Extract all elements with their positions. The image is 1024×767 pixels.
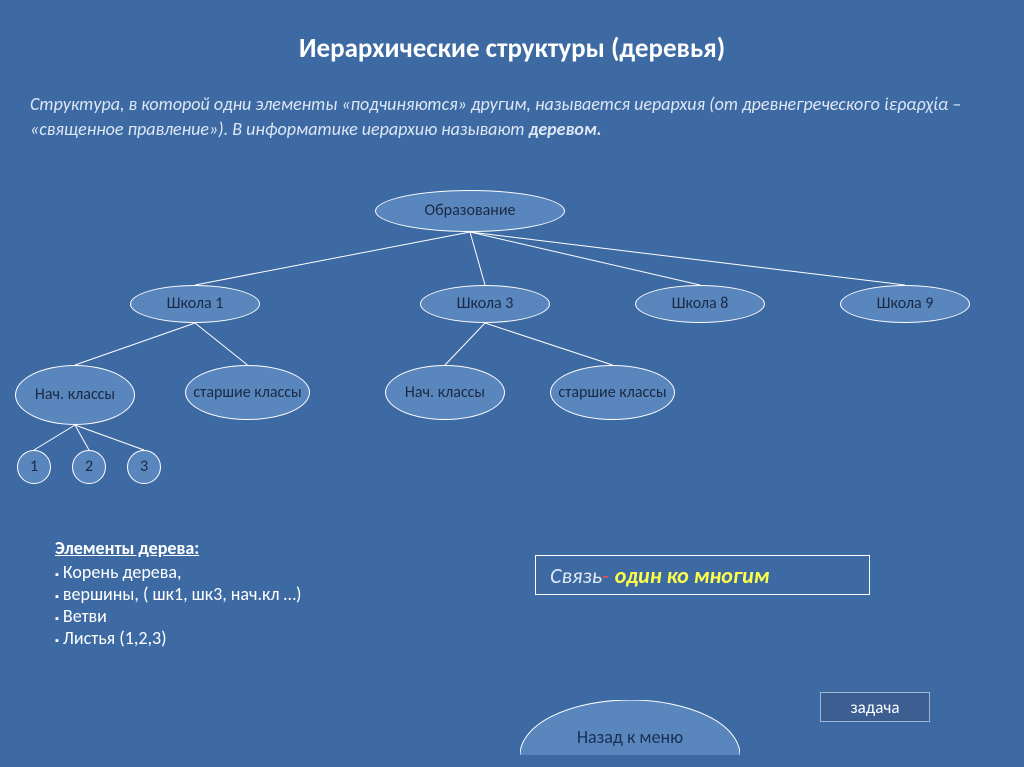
tree-node-s3: Школа 3 [420,285,550,323]
tree-node-o1: старшие классы [185,365,310,420]
back-label: Назад к меню [577,726,683,748]
task-button[interactable]: задача [820,692,930,722]
elements-item: вершины, ( шк1, шк3, нач.кл …) [55,583,302,605]
tree-node-s1: Школа 1 [130,285,260,323]
tree-node-root: Образование [375,190,565,232]
tree-node-o3: старшие классы [550,365,675,420]
elements-item: Корень дерева, [55,561,302,583]
relation-dash: - [602,562,609,589]
tree-node-c2: 2 [72,450,106,484]
tree-node-s8: Школа 8 [635,285,765,323]
back-to-menu-button[interactable]: Назад к меню [520,700,740,755]
tree-node-n3: Нач. классы [385,365,505,420]
relation-value: один ко многим [615,562,770,589]
elements-item: Листья (1,2,3) [55,627,302,649]
elements-items: Корень дерева,вершины, ( шк1, шк3, нач.к… [55,561,302,649]
relation-box: Связь - один ко многим [535,555,870,595]
tree-node-c3: 3 [127,450,161,484]
task-label: задача [850,697,899,718]
relation-label: Связь [550,562,602,589]
tree-node-s9: Школа 9 [840,285,970,323]
tree-elements-list: Элементы дерева: Корень дерева,вершины, … [55,537,302,649]
tree-node-c1: 1 [17,450,51,484]
tree-edges [0,0,1024,767]
tree-diagram: Образование Школа 1 Школа 3 Школа 8 Школа 9 Н… [0,0,1024,767]
tree-node-n1: Нач. классы [15,365,135,425]
elements-header: Элементы дерева: [55,537,302,559]
elements-item: Ветви [55,605,302,627]
